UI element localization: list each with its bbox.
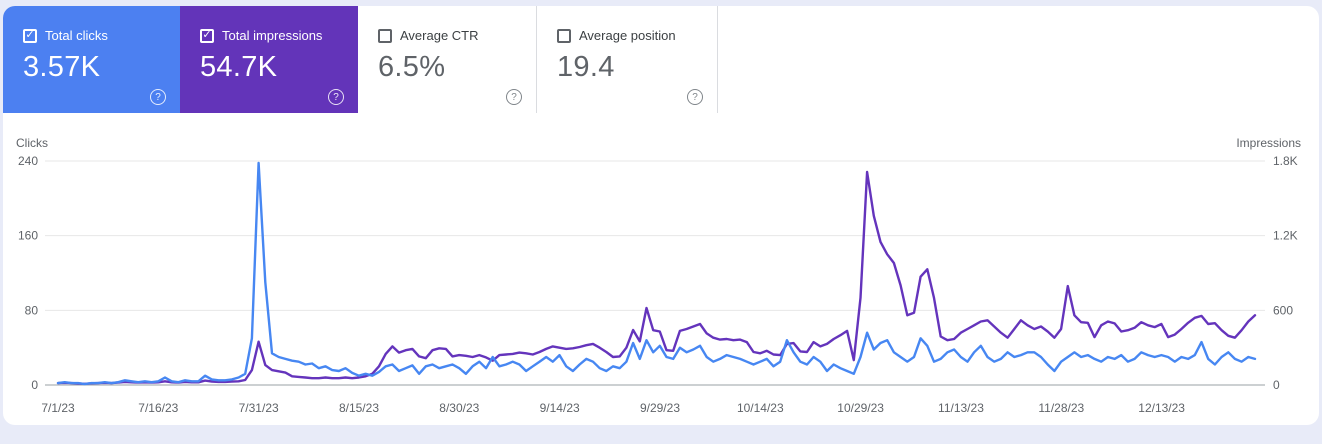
x-axis-date-label: 9/29/23: [640, 401, 680, 415]
checkbox-total-clicks[interactable]: ✓: [23, 28, 37, 43]
performance-panel: ✓ Total clicks 3.57K ? ✓ Total impressio…: [3, 6, 1319, 425]
x-axis-date-label: 7/31/23: [239, 401, 279, 415]
card-header: Average CTR: [378, 28, 536, 43]
checkbox-total-impressions[interactable]: ✓: [200, 28, 214, 43]
left-axis-tick: 160: [18, 229, 38, 243]
impressions-line[interactable]: [56, 170, 1257, 385]
x-axis-date-label: 12/13/23: [1138, 401, 1185, 415]
metric-card-average-position[interactable]: Average position 19.4 ?: [537, 6, 718, 113]
checkbox-average-position[interactable]: [557, 28, 571, 43]
card-header: ✓ Total clicks: [23, 28, 180, 43]
clicks-line[interactable]: [56, 161, 1257, 386]
card-label: Total impressions: [222, 28, 323, 43]
left-axis-tick: 0: [31, 378, 38, 392]
average-position-value: 19.4: [557, 51, 615, 83]
right-axis-tick: 1.2K: [1273, 229, 1298, 243]
x-axis-date-label: 7/16/23: [138, 401, 178, 415]
x-axis-date-label: 10/29/23: [837, 401, 884, 415]
x-axis-date-label: 11/13/23: [938, 401, 984, 415]
x-axis-date-label: 8/30/23: [439, 401, 479, 415]
card-label: Total clicks: [45, 28, 108, 43]
metric-cards-row: ✓ Total clicks 3.57K ? ✓ Total impressio…: [3, 6, 719, 113]
total-impressions-value: 54.7K: [200, 51, 278, 83]
x-axis-date-label: 9/14/23: [540, 401, 580, 415]
right-axis-title: Impressions: [1236, 136, 1301, 150]
help-icon[interactable]: ?: [328, 89, 344, 105]
checkbox-average-ctr[interactable]: [378, 28, 392, 43]
left-axis-tick: 240: [18, 154, 38, 168]
x-axis-date-label: 10/14/23: [737, 401, 784, 415]
x-axis-date-label: 8/15/23: [339, 401, 379, 415]
total-clicks-value: 3.57K: [23, 51, 101, 83]
left-axis-tick: 80: [25, 303, 39, 317]
x-axis-date-label: 7/1/23: [41, 401, 75, 415]
metric-card-total-clicks[interactable]: ✓ Total clicks 3.57K ?: [3, 6, 180, 113]
average-ctr-value: 6.5%: [378, 51, 446, 83]
right-axis-tick: 0: [1273, 378, 1280, 392]
card-header: ✓ Total impressions: [200, 28, 358, 43]
right-axis-tick: 600: [1273, 303, 1293, 317]
help-icon[interactable]: ?: [150, 89, 166, 105]
left-axis-title: Clicks: [16, 136, 48, 150]
metric-card-total-impressions[interactable]: ✓ Total impressions 54.7K ?: [180, 6, 358, 113]
x-axis-date-label: 11/28/23: [1038, 401, 1084, 415]
card-label: Average position: [579, 28, 676, 43]
help-icon[interactable]: ?: [506, 89, 522, 105]
metric-card-average-ctr[interactable]: Average CTR 6.5% ?: [358, 6, 537, 113]
help-icon[interactable]: ?: [687, 89, 703, 105]
right-axis-tick: 1.8K: [1273, 154, 1298, 168]
card-label: Average CTR: [400, 28, 479, 43]
card-header: Average position: [557, 28, 717, 43]
